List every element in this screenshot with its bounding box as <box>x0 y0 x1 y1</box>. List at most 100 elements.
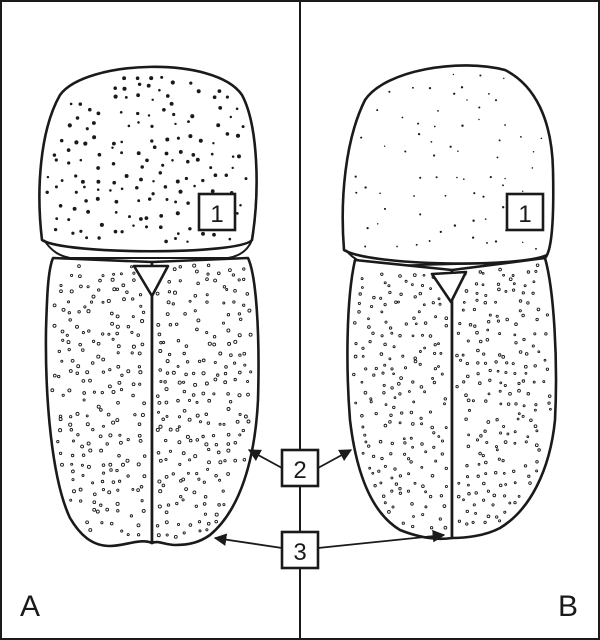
puncture <box>85 370 90 375</box>
puncture <box>182 351 186 356</box>
puncture <box>498 139 501 142</box>
puncture <box>165 371 170 375</box>
puncture <box>194 504 198 508</box>
puncture <box>91 121 96 125</box>
puncture <box>226 313 231 317</box>
puncture <box>190 114 195 119</box>
puncture <box>201 434 205 439</box>
puncture <box>69 498 73 502</box>
puncture <box>195 413 200 418</box>
puncture <box>171 472 175 476</box>
puncture <box>217 89 222 93</box>
puncture <box>398 421 402 425</box>
puncture <box>184 372 188 377</box>
puncture <box>83 305 87 309</box>
puncture <box>147 114 151 117</box>
puncture <box>115 501 120 506</box>
puncture <box>226 442 231 446</box>
puncture <box>212 142 215 145</box>
puncture <box>361 286 364 289</box>
puncture <box>393 396 397 399</box>
puncture <box>76 433 80 437</box>
puncture <box>136 523 141 528</box>
puncture <box>99 448 104 453</box>
puncture <box>137 433 142 438</box>
puncture <box>418 291 422 296</box>
puncture <box>222 285 227 289</box>
puncture <box>464 393 468 398</box>
puncture <box>411 380 415 384</box>
puncture <box>513 500 517 505</box>
panel-a-elytra-punctures <box>50 263 253 539</box>
puncture <box>92 507 97 512</box>
puncture <box>188 134 193 139</box>
puncture <box>164 387 169 392</box>
puncture <box>413 295 417 299</box>
puncture <box>149 76 154 81</box>
puncture <box>70 462 74 466</box>
puncture <box>168 449 173 453</box>
puncture <box>360 380 364 384</box>
puncture <box>524 372 528 375</box>
puncture <box>128 215 131 219</box>
puncture <box>419 176 422 179</box>
puncture <box>98 434 103 439</box>
puncture <box>399 376 403 380</box>
puncture <box>466 398 471 403</box>
puncture <box>216 123 221 128</box>
callout-1-panel-a: 1 <box>197 192 237 232</box>
puncture <box>383 207 387 210</box>
puncture <box>206 263 211 268</box>
puncture <box>60 462 64 467</box>
puncture <box>158 171 163 175</box>
puncture <box>364 367 368 371</box>
puncture <box>412 400 416 404</box>
puncture <box>478 270 483 274</box>
puncture <box>69 289 74 294</box>
puncture <box>409 410 414 415</box>
puncture <box>139 177 143 182</box>
puncture <box>535 247 537 250</box>
puncture <box>508 277 513 282</box>
puncture <box>78 274 82 279</box>
puncture <box>100 479 105 484</box>
puncture <box>65 333 69 337</box>
puncture <box>424 490 428 494</box>
puncture <box>206 421 211 425</box>
puncture <box>213 278 218 283</box>
puncture <box>412 515 415 518</box>
puncture <box>185 434 190 439</box>
puncture <box>216 450 221 455</box>
puncture <box>476 474 480 478</box>
puncture <box>186 159 190 164</box>
puncture <box>165 359 170 364</box>
puncture <box>417 310 421 314</box>
puncture <box>101 300 105 304</box>
puncture <box>518 350 523 354</box>
puncture <box>132 224 135 227</box>
puncture <box>374 411 378 416</box>
puncture <box>246 380 250 383</box>
puncture <box>423 321 428 325</box>
puncture <box>372 295 376 300</box>
puncture <box>204 381 209 386</box>
puncture <box>88 528 93 532</box>
puncture <box>455 353 459 358</box>
puncture <box>201 231 205 236</box>
puncture <box>150 124 154 129</box>
puncture <box>137 422 142 427</box>
puncture <box>218 351 223 356</box>
puncture <box>397 300 400 304</box>
puncture <box>462 498 465 502</box>
puncture <box>225 288 229 291</box>
puncture <box>174 322 179 327</box>
puncture <box>398 274 402 278</box>
puncture <box>248 332 253 337</box>
puncture <box>497 457 501 461</box>
puncture <box>389 452 393 456</box>
puncture <box>109 189 112 192</box>
puncture <box>58 417 63 422</box>
puncture <box>461 124 464 127</box>
puncture <box>86 285 90 289</box>
puncture <box>242 267 246 271</box>
